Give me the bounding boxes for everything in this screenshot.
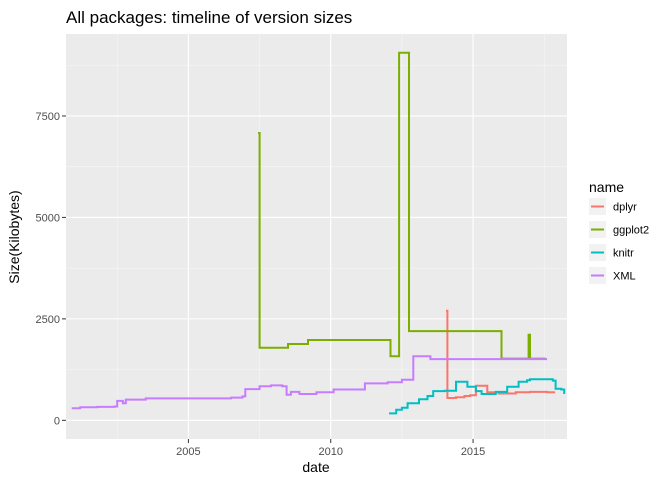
x-tick-label: 2010	[318, 446, 342, 458]
plot-panel	[66, 34, 567, 439]
grid-major	[66, 34, 567, 439]
x-axis-title: date	[302, 459, 329, 475]
series-layer	[71, 51, 566, 415]
series-line-dplyr	[446, 309, 556, 399]
legend-title: name	[589, 179, 624, 195]
x-tick-label: 2005	[176, 446, 200, 458]
x-tick-label: 2015	[461, 446, 485, 458]
legend-label-ggplot2: ggplot2	[613, 225, 649, 237]
series-line-XML	[71, 355, 548, 410]
legend-label-XML: XML	[613, 271, 636, 283]
legend-label-dplyr: dplyr	[613, 202, 637, 214]
y-tick-label: 2500	[36, 314, 60, 326]
y-tick-label: 7500	[36, 111, 60, 123]
ticks-layer: 2005 2010 2015 0 2500 5000 7500	[36, 111, 486, 458]
series-line-ggplot2	[258, 51, 546, 360]
legend-label-knitr: knitr	[613, 248, 634, 260]
legend: name dplyr ggplot2 knitr XML	[589, 179, 649, 284]
chart-title: All packages: timeline of version sizes	[66, 8, 352, 27]
y-tick-label: 0	[54, 415, 60, 427]
series-line-knitr	[389, 378, 566, 415]
y-tick-label: 5000	[36, 212, 60, 224]
y-axis-title: Size(Kilobytes)	[6, 190, 22, 283]
